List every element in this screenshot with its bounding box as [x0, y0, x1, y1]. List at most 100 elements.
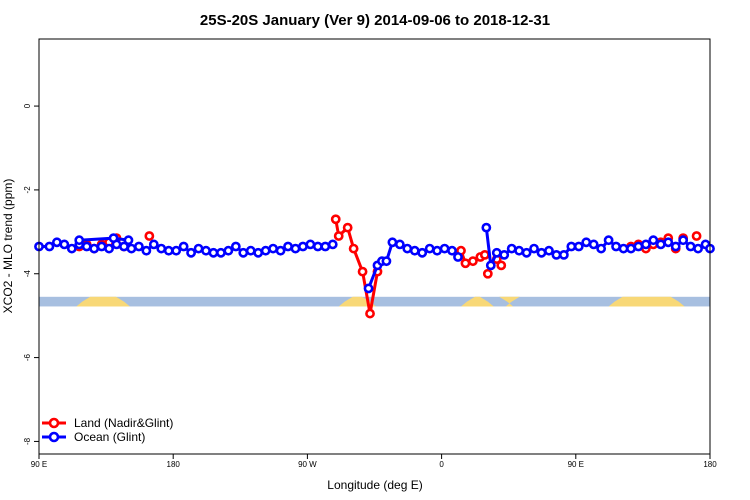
series-1-point-0-29: [253, 247, 264, 258]
land-region-2: [460, 296, 494, 307]
land-region-3: [499, 296, 520, 307]
series-1-point-3-11: [558, 249, 569, 260]
y-tick-label-1: -2: [23, 186, 32, 194]
series-1-point-2-10: [432, 245, 443, 256]
series-0-point-3-2: [342, 222, 353, 233]
series-1-point-0-20: [186, 247, 196, 258]
series-1-point-3-14: [581, 237, 592, 248]
series-1-point-0-21: [193, 243, 204, 254]
series-0-point-2-0: [144, 231, 155, 241]
series-1-point-3-19: [618, 243, 629, 254]
series-1-point-3-8: [536, 247, 547, 258]
series-1-point-3-4: [506, 243, 517, 254]
series-1-point-2-12: [447, 245, 457, 256]
series-1-point-3-5: [514, 245, 525, 256]
series-0-point-4-4: [479, 249, 490, 260]
series-1-point-3-6: [521, 247, 532, 258]
x-tick-label-5: 180: [703, 460, 717, 469]
series-0-point-3-3: [348, 243, 359, 254]
land-region-1: [338, 296, 376, 307]
series-1-point-0-1: [44, 241, 55, 252]
series-1-point-0-2: [51, 237, 62, 248]
series-1-point-2-5: [394, 239, 405, 250]
axes: 90 E 180 90 W 0 90 E 180 0 -2 -4 -6 -8: [23, 103, 717, 469]
series-1-point-0-15: [148, 239, 159, 250]
series-0-point-11-0: [691, 231, 702, 241]
series-1-point-0-18: [171, 245, 182, 256]
series-1-point-3-12: [566, 241, 577, 252]
data-series: [34, 214, 715, 319]
y-tick-label-2: -4: [23, 270, 32, 278]
land-ocean-mask: [39, 296, 710, 307]
series-1-point-2-13: [453, 252, 463, 262]
series-1-point-0-3: [59, 239, 70, 250]
series-1-point-3-13: [573, 241, 584, 252]
series-0-point-3-0: [330, 214, 341, 225]
series-1-point-0-38: [320, 241, 331, 252]
series-1-point-2-9: [424, 243, 435, 254]
series-1-point-3-16: [596, 243, 607, 254]
series-1-point-3-23: [648, 235, 659, 246]
series-1-point-0-32: [275, 245, 286, 256]
plot-frame: [38, 38, 711, 455]
legend-ocean-marker: [48, 431, 60, 443]
series-1-point-0-31: [268, 243, 279, 254]
series-1-point-3-26: [670, 241, 681, 252]
legend-ocean-label: Ocean (Glint): [74, 430, 145, 444]
legend-land-label: Land (Nadir&Glint): [74, 416, 173, 430]
legend: Land (Nadir&Glint) Ocean (Glint): [42, 416, 173, 444]
series-1-point-2-7: [409, 245, 420, 256]
x-tick-label-2: 90 W: [298, 460, 317, 469]
series-1-point-3-15: [588, 239, 599, 250]
series-1-point-3-25: [663, 237, 674, 248]
series-1-point-2-8: [417, 247, 428, 258]
series-1-point-3-21: [633, 241, 644, 252]
series-0-point-4-2: [468, 256, 478, 267]
series-1-point-3-9: [544, 245, 554, 256]
series-0-point-5-0: [482, 268, 493, 279]
series-1-line-1: [79, 236, 129, 242]
series-1-point-2-3: [381, 256, 392, 267]
series-1-point-3-10: [551, 249, 562, 260]
series-1-point-0-22: [201, 245, 211, 256]
series-1: [34, 222, 715, 294]
series-1-point-0-27: [238, 247, 249, 258]
series-1-point-3-24: [655, 239, 666, 250]
x-axis-label: Longitude (deg E): [327, 478, 422, 492]
x-tick-label-1: 180: [167, 460, 181, 469]
x-tick-label-0: 90 E: [31, 460, 47, 469]
series-1-point-3-2: [491, 247, 502, 258]
chart-title: 25S-20S January (Ver 9) 2014-09-06 to 20…: [200, 12, 550, 29]
land-region-4: [608, 296, 685, 307]
series-1-point-0-4: [66, 243, 77, 254]
series-1-point-0-37: [312, 241, 323, 252]
series-1-point-2-6: [402, 243, 413, 254]
legend-land-marker: [48, 417, 60, 429]
series-0-point-3-5: [365, 308, 375, 319]
series-1-point-3-29: [693, 243, 703, 254]
series-1-point-0-19: [178, 241, 189, 252]
series-1-point-0-28: [245, 245, 256, 256]
series-1-point-0-33: [283, 241, 293, 252]
y-tick-label-4: -8: [23, 437, 32, 445]
series-1-point-2-4: [387, 237, 398, 248]
series-1-point-3-0: [481, 222, 492, 233]
series-1-point-3-17: [603, 235, 614, 246]
series-1-point-0-26: [230, 241, 241, 252]
y-axis-label: XCO2 - MLO trend (ppm): [1, 179, 15, 314]
series-0-point-6-1: [496, 260, 507, 271]
series-0-point-3-4: [357, 266, 368, 277]
y-tick-label-0: 0: [23, 103, 32, 108]
series-1-point-1-0: [74, 235, 85, 246]
series-1-point-0-7: [89, 243, 100, 254]
series-1-point-0-12: [126, 243, 137, 254]
series-0-point-3-1: [333, 231, 344, 241]
series-1-point-1-2: [123, 235, 134, 246]
series-1-point-3-18: [611, 241, 621, 252]
series-1-point-0-23: [208, 247, 219, 258]
series-1-point-0-30: [260, 245, 271, 256]
series-1-point-0-13: [134, 241, 144, 252]
series-1-point-2-0: [363, 283, 374, 294]
land-region-0: [76, 296, 130, 307]
